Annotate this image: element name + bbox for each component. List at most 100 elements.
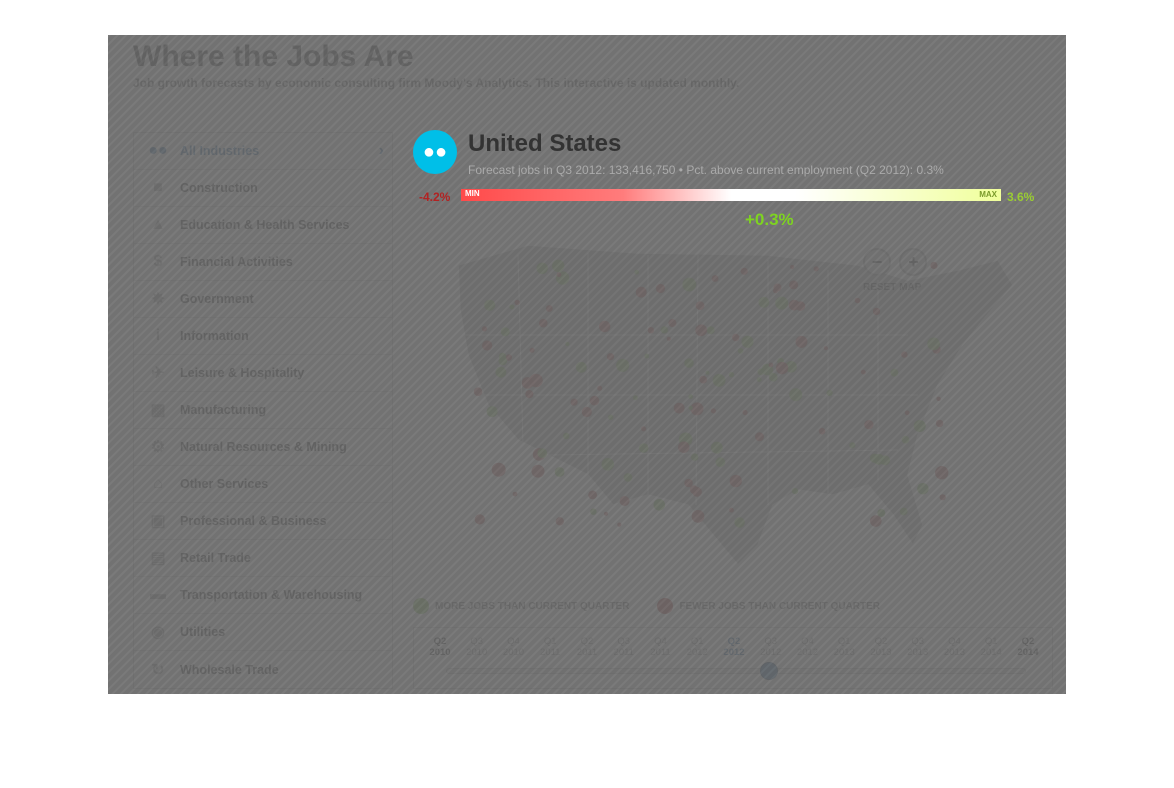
map-dot[interactable]	[789, 280, 799, 290]
sidebar-item-education[interactable]: ▲ Education & Health Services	[134, 207, 392, 244]
map-dot[interactable]	[927, 337, 940, 351]
map-dot[interactable]	[555, 517, 564, 526]
map-dot[interactable]	[737, 348, 744, 354]
map-dot[interactable]	[512, 491, 518, 497]
map-dot[interactable]	[644, 353, 650, 359]
timeline-tick[interactable]: Q1 2011	[534, 636, 566, 658]
map-dot[interactable]	[653, 499, 666, 511]
map-dot[interactable]	[633, 395, 638, 401]
map-dot[interactable]	[775, 296, 789, 310]
timeline-tick[interactable]: Q4 2010	[498, 636, 530, 658]
sidebar-item-natural-resources[interactable]: ⚙ Natural Resources & Mining	[134, 429, 392, 466]
map-dot[interactable]	[474, 514, 485, 525]
map-dot[interactable]	[788, 299, 800, 311]
map-dot[interactable]	[635, 286, 647, 298]
map-dot[interactable]	[590, 508, 597, 515]
map-dot[interactable]	[795, 335, 808, 348]
timeline-tick[interactable]: Q4 2011	[645, 636, 677, 658]
map-dot[interactable]	[904, 410, 910, 416]
map-dot[interactable]	[684, 478, 693, 488]
map-dot[interactable]	[706, 326, 715, 335]
map-dot[interactable]	[619, 496, 630, 506]
map-dot[interactable]	[581, 406, 592, 418]
map-dot[interactable]	[890, 368, 899, 377]
map-dot[interactable]	[668, 319, 677, 327]
map-dot[interactable]	[860, 369, 866, 375]
timeline-handle[interactable]	[760, 662, 778, 680]
map-dot[interactable]	[813, 266, 819, 272]
map-dot[interactable]	[525, 390, 534, 399]
map-dot[interactable]	[666, 336, 671, 341]
map-dot[interactable]	[775, 361, 789, 375]
map-dot[interactable]	[691, 453, 699, 461]
map-dot[interactable]	[688, 394, 694, 400]
sidebar-item-professional[interactable]: ▣ Professional & Business	[134, 503, 392, 540]
timeline-tick[interactable]: Q2 2012	[718, 636, 750, 658]
timeline-tick[interactable]: Q3 2012	[755, 636, 787, 658]
map-dot[interactable]	[715, 457, 726, 468]
map-dot[interactable]	[531, 464, 545, 478]
map-dot[interactable]	[521, 377, 534, 389]
map-dot[interactable]	[899, 507, 908, 516]
map-dot[interactable]	[554, 467, 565, 477]
map-dot[interactable]	[545, 305, 553, 312]
map-dot[interactable]	[473, 387, 483, 396]
map-dot[interactable]	[641, 426, 647, 432]
timeline-tick[interactable]: Q1 2014	[975, 636, 1007, 658]
map-dot[interactable]	[756, 377, 762, 383]
map-dot[interactable]	[588, 490, 597, 500]
map-dot[interactable]	[563, 432, 570, 440]
map-dot[interactable]	[678, 441, 690, 453]
map-dot[interactable]	[854, 297, 861, 304]
map-dot[interactable]	[823, 346, 828, 351]
map-dot[interactable]	[872, 307, 881, 316]
map-dot[interactable]	[789, 388, 803, 402]
map-dot[interactable]	[481, 326, 488, 332]
map-dot[interactable]	[537, 448, 548, 459]
us-map[interactable]	[438, 225, 1038, 595]
map-dot[interactable]	[732, 333, 740, 342]
map-dot[interactable]	[539, 318, 548, 328]
map-dot[interactable]	[826, 389, 833, 396]
map-dot[interactable]	[939, 494, 946, 501]
map-dot[interactable]	[486, 406, 498, 418]
sidebar-item-government[interactable]: ✸ Government	[134, 281, 392, 318]
map-dot[interactable]	[660, 326, 668, 334]
map-dot[interactable]	[556, 272, 562, 278]
map-dot[interactable]	[768, 362, 774, 368]
map-dot[interactable]	[634, 269, 639, 275]
reset-map-button[interactable]: RESET MAP	[863, 282, 922, 293]
map-dot[interactable]	[791, 488, 799, 495]
map-dot[interactable]	[695, 324, 708, 337]
map-dot[interactable]	[691, 510, 705, 523]
map-dot[interactable]	[741, 335, 754, 348]
map-dot[interactable]	[695, 301, 705, 311]
map-dot[interactable]	[935, 466, 949, 480]
map-dot[interactable]	[729, 507, 734, 513]
map-dot[interactable]	[818, 427, 826, 435]
sidebar-item-financial[interactable]: $ Financial Activities	[134, 244, 392, 281]
map-dot[interactable]	[870, 515, 882, 527]
sidebar-item-manufacturing[interactable]: ▩ Manufacturing	[134, 392, 392, 429]
map-dot[interactable]	[536, 262, 548, 274]
map-dot[interactable]	[755, 432, 764, 442]
map-dot[interactable]	[901, 351, 908, 358]
map-dot[interactable]	[901, 435, 910, 444]
map-dot[interactable]	[711, 275, 719, 282]
map-dot[interactable]	[495, 366, 507, 378]
map-dot[interactable]	[589, 395, 600, 406]
map-dot[interactable]	[514, 299, 520, 306]
map-dot[interactable]	[484, 299, 496, 311]
map-dot[interactable]	[617, 522, 622, 527]
map-dot[interactable]	[482, 340, 493, 351]
timeline-tick[interactable]: Q4 2013	[939, 636, 971, 658]
timeline-tick[interactable]: Q2 2010	[424, 636, 456, 658]
sidebar-item-utilities[interactable]: ◉ Utilities	[134, 614, 392, 651]
map-dot[interactable]	[684, 358, 694, 368]
sidebar-item-wholesale[interactable]: ↻ Wholesale Trade	[134, 651, 392, 688]
sidebar-item-other-services[interactable]: ⌂ Other Services	[134, 466, 392, 503]
timeline-tick[interactable]: Q3 2011	[608, 636, 640, 658]
map-dot[interactable]	[599, 320, 611, 333]
map-dot[interactable]	[673, 402, 685, 414]
sidebar-item-information[interactable]: i Information	[134, 318, 392, 355]
